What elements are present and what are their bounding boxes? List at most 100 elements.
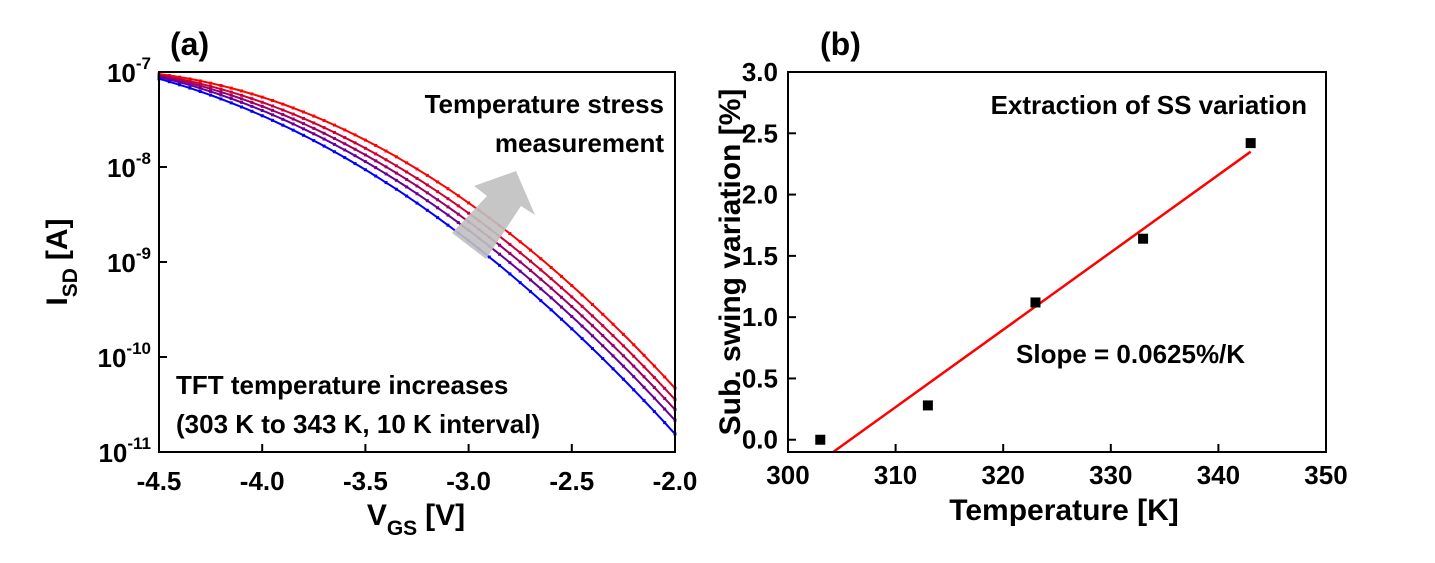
curve-marker: [198, 79, 202, 83]
y-tick-label: 10-8: [107, 149, 151, 183]
curve-marker: [209, 81, 213, 85]
curve-marker: [498, 263, 502, 267]
y-tick-label: 1.5: [742, 241, 778, 271]
increase-label-line1: TFT temperature increases: [176, 370, 508, 400]
panel-a-x-axis-label: VGS [V]: [367, 499, 465, 540]
y-tick-label: 10-10: [98, 339, 152, 373]
x-tick-label: 340: [1197, 460, 1240, 490]
curve-marker: [487, 255, 491, 259]
curve-marker: [611, 322, 615, 326]
curve-marker: [260, 104, 264, 108]
curve-marker: [663, 375, 667, 379]
curve-marker: [363, 138, 367, 142]
panel-b-y-ticks: 0.0 0.5 1.0 1.5 2.0 2.5 3.0: [742, 57, 796, 455]
curve-marker: [281, 117, 285, 121]
curve-marker: [601, 334, 605, 338]
x-label-main: V: [367, 499, 387, 532]
curve-marker: [188, 86, 192, 90]
curve-marker: [621, 344, 625, 348]
curve-marker: [559, 317, 563, 321]
stress-label-line2: measurement: [495, 128, 664, 158]
curve-marker: [590, 314, 594, 318]
y-tick-label: 1.0: [742, 302, 778, 332]
curve-marker: [652, 410, 656, 414]
panel-a-y-ticks: 10-7 10-8 10-9 10-10 10-11: [98, 54, 167, 468]
panel-a-label: (a): [170, 26, 209, 62]
y-label-sub: SD: [59, 268, 82, 297]
curve-marker: [549, 308, 553, 312]
curve-marker: [271, 104, 275, 108]
curve-marker: [580, 324, 584, 328]
x-tick-label: 330: [1089, 460, 1132, 490]
curve-marker: [198, 82, 202, 86]
curve-marker: [229, 101, 233, 105]
curve-marker: [467, 211, 471, 215]
panel-b-x-axis-label: Temperature [K]: [949, 494, 1178, 527]
curve-marker: [539, 277, 543, 281]
curve-marker: [301, 110, 305, 114]
curve-marker: [281, 108, 285, 112]
curve-marker: [394, 164, 398, 168]
curve-marker: [425, 173, 429, 177]
curve-marker: [198, 86, 202, 90]
y-tick-label: 2.5: [742, 118, 778, 148]
curve-marker: [663, 407, 667, 411]
curve-marker: [291, 128, 295, 132]
data-point: [922, 400, 933, 411]
curve-marker: [312, 126, 316, 130]
curve-marker: [240, 97, 244, 101]
curve-marker: [332, 142, 336, 146]
curve-marker: [539, 268, 543, 272]
curve-marker: [219, 90, 223, 94]
curve-marker: [219, 93, 223, 97]
curve-marker: [178, 80, 182, 84]
curve-marker: [353, 141, 357, 145]
curve-marker: [394, 178, 398, 182]
curve-marker: [343, 136, 347, 140]
curve-marker: [621, 364, 625, 368]
curve-marker: [529, 290, 533, 294]
curve-marker: [570, 305, 574, 309]
curve-marker: [529, 278, 533, 282]
y-tick-label: 2.0: [742, 180, 778, 210]
curve-marker: [611, 367, 615, 371]
curve-marker: [590, 346, 594, 350]
panel-b-label: (b): [820, 26, 861, 62]
curve-marker: [652, 386, 656, 390]
curve-marker: [456, 221, 460, 225]
curve-marker: [539, 287, 543, 291]
y-label-main: I: [41, 297, 74, 305]
curve-marker: [539, 299, 543, 303]
curve-marker: [209, 87, 213, 91]
curve-marker: [260, 100, 264, 104]
x-tick-label: 300: [766, 460, 809, 490]
curve-marker: [291, 112, 295, 116]
curve-marker: [559, 295, 563, 299]
data-point: [1030, 297, 1041, 308]
curve-marker: [652, 375, 656, 379]
curve-marker: [229, 90, 233, 94]
x-tick-label: -2.0: [653, 466, 698, 496]
curve-marker: [642, 365, 646, 369]
panel-b-y-axis-label: Sub. swing variation [%]: [714, 89, 747, 436]
curve-marker: [436, 216, 440, 220]
curve-marker: [405, 194, 409, 198]
curve-marker: [642, 353, 646, 357]
curve-marker: [301, 127, 305, 131]
curve-marker: [570, 284, 574, 288]
data-point: [1138, 233, 1149, 244]
curve-marker: [240, 105, 244, 109]
transfer-curve-2: [158, 74, 676, 401]
curve-marker: [281, 123, 285, 127]
curve-marker: [415, 192, 419, 196]
curve-marker: [590, 334, 594, 338]
curve-marker: [632, 354, 636, 358]
curve-marker: [611, 354, 615, 358]
curve-marker: [374, 174, 378, 178]
curve-marker: [322, 137, 326, 141]
curve-marker: [601, 312, 605, 316]
curve-marker: [353, 162, 357, 166]
curve-marker: [518, 281, 522, 285]
curve-marker: [250, 104, 254, 108]
curve-marker: [425, 191, 429, 195]
